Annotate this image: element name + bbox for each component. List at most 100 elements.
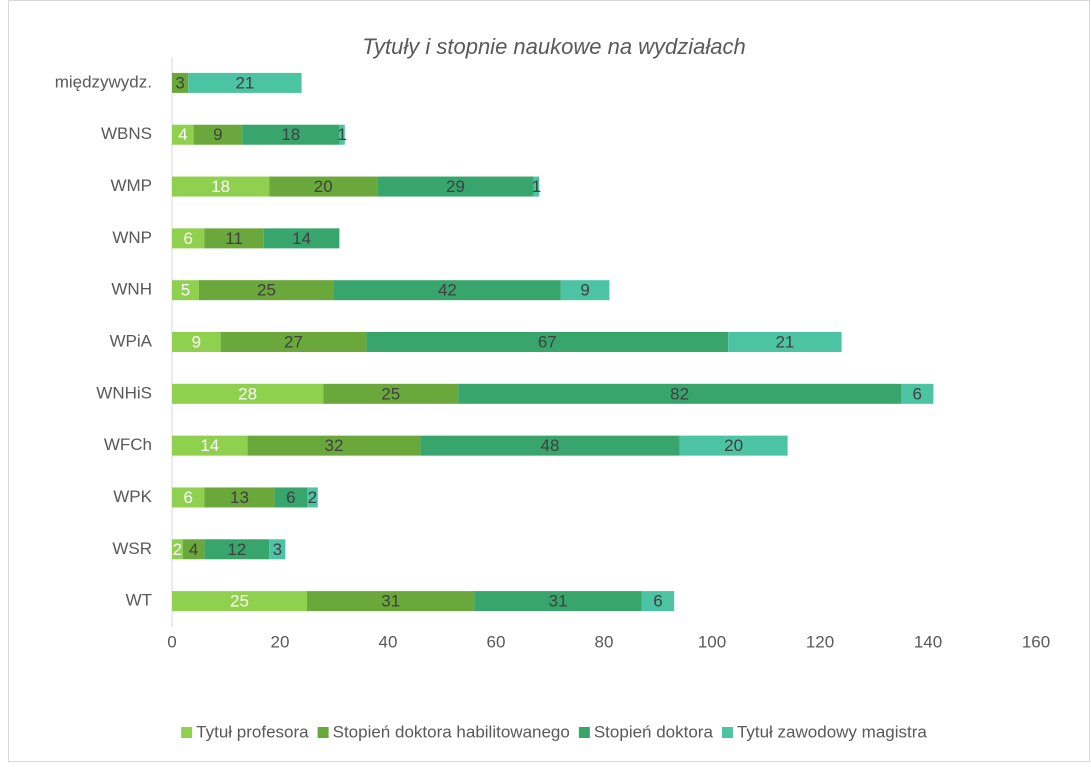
y-tick-label: międzywydz. bbox=[55, 72, 152, 91]
data-label: 27 bbox=[284, 332, 303, 351]
bar-segment bbox=[269, 176, 378, 197]
bar-segment bbox=[172, 487, 205, 508]
x-tick-label: 140 bbox=[914, 632, 942, 651]
data-label: 42 bbox=[438, 281, 457, 300]
bar-segment bbox=[420, 435, 680, 456]
legend-swatch bbox=[721, 727, 733, 738]
data-label: 18 bbox=[281, 125, 300, 144]
x-tick-label: 120 bbox=[806, 632, 834, 651]
y-tick-label: WSR bbox=[112, 539, 152, 558]
chart-title: Tytuły i stopnie naukowe na wydziałach bbox=[362, 34, 746, 59]
data-label: 3 bbox=[175, 73, 184, 92]
bar-segment bbox=[172, 72, 189, 93]
data-label: 2 bbox=[173, 540, 182, 559]
x-tick-label: 60 bbox=[487, 632, 506, 651]
x-tick-label: 40 bbox=[379, 632, 398, 651]
y-tick-label: WMP bbox=[110, 176, 152, 195]
bar-segment bbox=[188, 72, 302, 93]
bar-segment bbox=[269, 539, 286, 560]
data-label: 4 bbox=[178, 125, 187, 144]
bar-segment bbox=[323, 383, 459, 404]
data-label: 12 bbox=[227, 540, 246, 559]
bar-segment bbox=[172, 435, 248, 456]
data-label: 21 bbox=[775, 332, 794, 351]
bar-segment bbox=[172, 332, 221, 352]
data-label: 6 bbox=[286, 488, 295, 507]
data-label: 32 bbox=[325, 436, 344, 455]
data-label: 82 bbox=[670, 384, 689, 403]
bar-segment bbox=[307, 591, 475, 612]
data-label: 9 bbox=[192, 332, 201, 351]
bar-segment bbox=[901, 383, 934, 404]
x-tick-label: 160 bbox=[1022, 632, 1050, 651]
data-label: 11 bbox=[225, 229, 243, 248]
bar-segment bbox=[274, 487, 307, 508]
data-label: 6 bbox=[653, 592, 662, 611]
x-tick-label: 80 bbox=[595, 632, 614, 651]
legend-label: Stopień doktora habilitowanego bbox=[333, 722, 570, 741]
data-label: 48 bbox=[541, 436, 560, 455]
data-label: 20 bbox=[314, 177, 333, 196]
bar-segment bbox=[172, 591, 307, 612]
bar-segment bbox=[339, 124, 345, 145]
y-tick-label: WFCh bbox=[104, 435, 152, 454]
data-label: 21 bbox=[235, 73, 254, 92]
bar-segment bbox=[307, 487, 318, 508]
bar-segment bbox=[728, 332, 842, 352]
data-label: 9 bbox=[213, 125, 222, 144]
bar-segment bbox=[172, 228, 205, 249]
data-label: 25 bbox=[381, 384, 400, 403]
bar-segment bbox=[366, 332, 729, 352]
x-tick-label: 0 bbox=[167, 632, 176, 651]
data-label: 6 bbox=[183, 488, 192, 507]
bar-segment bbox=[560, 280, 610, 301]
bar-segment bbox=[263, 228, 340, 249]
bar-segment bbox=[377, 176, 534, 197]
data-label: 6 bbox=[912, 384, 921, 403]
data-label: 25 bbox=[230, 592, 249, 611]
bar-segment bbox=[193, 124, 243, 145]
data-label: 1 bbox=[337, 125, 346, 144]
bar-segment bbox=[679, 435, 788, 456]
data-label: 67 bbox=[538, 332, 557, 351]
data-label: 18 bbox=[211, 177, 230, 196]
bar-segment bbox=[533, 176, 540, 197]
data-label: 2 bbox=[308, 488, 317, 507]
legend-swatch bbox=[181, 727, 193, 738]
data-label: 28 bbox=[238, 384, 257, 403]
bar-segment bbox=[334, 280, 561, 301]
data-label: 14 bbox=[292, 229, 311, 248]
data-label: 1 bbox=[532, 177, 541, 196]
bar-segment bbox=[172, 124, 194, 145]
x-tick-label: 20 bbox=[271, 632, 290, 651]
data-label: 13 bbox=[230, 488, 249, 507]
data-label: 25 bbox=[257, 281, 276, 300]
y-tick-label: WNP bbox=[112, 228, 152, 247]
bar-segment bbox=[204, 487, 275, 508]
x-tick-label: 100 bbox=[698, 632, 726, 651]
legend-label: Tytuł zawodowy magistra bbox=[737, 722, 927, 741]
y-tick-label: WNHiS bbox=[96, 383, 152, 402]
data-label: 4 bbox=[189, 540, 198, 559]
bar-segment bbox=[182, 539, 205, 560]
bar-segment bbox=[458, 383, 901, 404]
bar-segment bbox=[242, 124, 340, 145]
data-label: 9 bbox=[580, 281, 589, 300]
legend-label: Stopień doktora bbox=[594, 722, 714, 741]
bar-segment bbox=[172, 539, 183, 560]
y-tick-label: WNH bbox=[111, 280, 152, 299]
bar-segment bbox=[247, 435, 421, 456]
data-label: 31 bbox=[381, 592, 400, 611]
y-tick-label: WT bbox=[126, 591, 152, 610]
data-label: 5 bbox=[181, 281, 190, 300]
bar-segment bbox=[220, 332, 367, 352]
data-label: 3 bbox=[273, 540, 282, 559]
y-tick-label: WBNS bbox=[101, 124, 152, 143]
data-label: 29 bbox=[446, 177, 465, 196]
data-label: 31 bbox=[549, 592, 568, 611]
bar-segment bbox=[199, 280, 334, 301]
y-tick-label: WPK bbox=[113, 487, 152, 506]
y-tick-label: WPiA bbox=[110, 331, 153, 350]
legend-label: Tytuł profesora bbox=[196, 722, 309, 741]
